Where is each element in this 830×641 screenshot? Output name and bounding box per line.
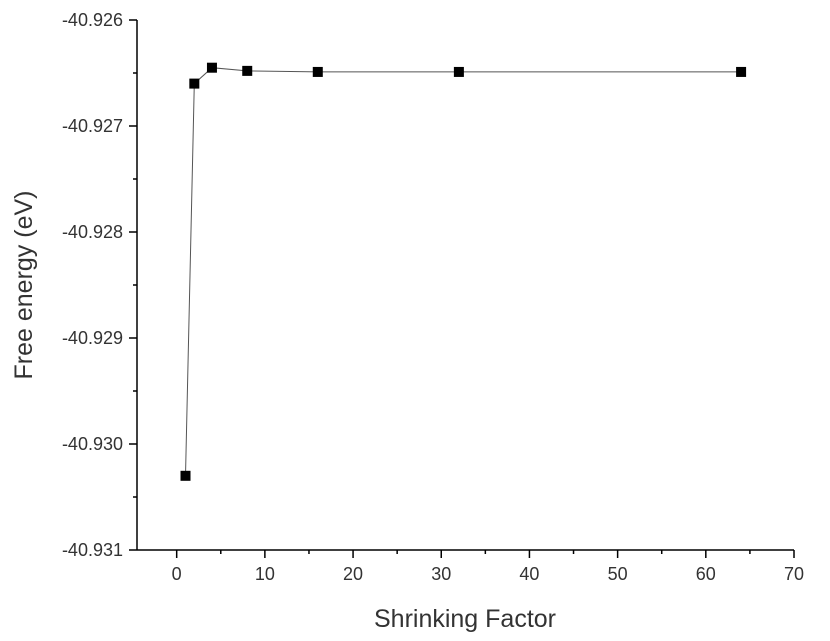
axes bbox=[136, 20, 794, 551]
y-tick-label: -40.926 bbox=[62, 10, 123, 30]
x-tick-label: 0 bbox=[172, 564, 182, 584]
data-point bbox=[180, 470, 191, 481]
series-line bbox=[185, 67, 742, 476]
y-ticks: -40.926 -40.927 -40.928 -40.929 -40.930 -40.9… bbox=[62, 10, 137, 560]
y-tick-label: -40.929 bbox=[62, 328, 123, 348]
data-point bbox=[242, 65, 253, 76]
series bbox=[180, 62, 747, 481]
data-point bbox=[189, 78, 200, 89]
data-point bbox=[206, 62, 217, 73]
x-tick-label: 40 bbox=[519, 564, 539, 584]
data-point bbox=[312, 66, 323, 77]
y-tick-label: -40.930 bbox=[62, 434, 123, 454]
data-point bbox=[453, 66, 464, 77]
y-tick-label: -40.928 bbox=[62, 222, 123, 242]
data-point bbox=[736, 66, 747, 77]
x-tick-label: 60 bbox=[696, 564, 716, 584]
x-ticks: 0 10 20 30 40 50 60 70 bbox=[172, 550, 804, 584]
x-tick-label: 30 bbox=[431, 564, 451, 584]
x-tick-label: 10 bbox=[255, 564, 275, 584]
x-tick-label: 50 bbox=[608, 564, 628, 584]
x-tick-label: 70 bbox=[784, 564, 804, 584]
y-tick-label: -40.931 bbox=[62, 540, 123, 560]
x-axis-title: Shrinking Factor bbox=[374, 605, 556, 633]
x-tick-label: 20 bbox=[343, 564, 363, 584]
y-axis-title: Free energy (eV) bbox=[10, 191, 38, 380]
y-tick-label: -40.927 bbox=[62, 116, 123, 136]
